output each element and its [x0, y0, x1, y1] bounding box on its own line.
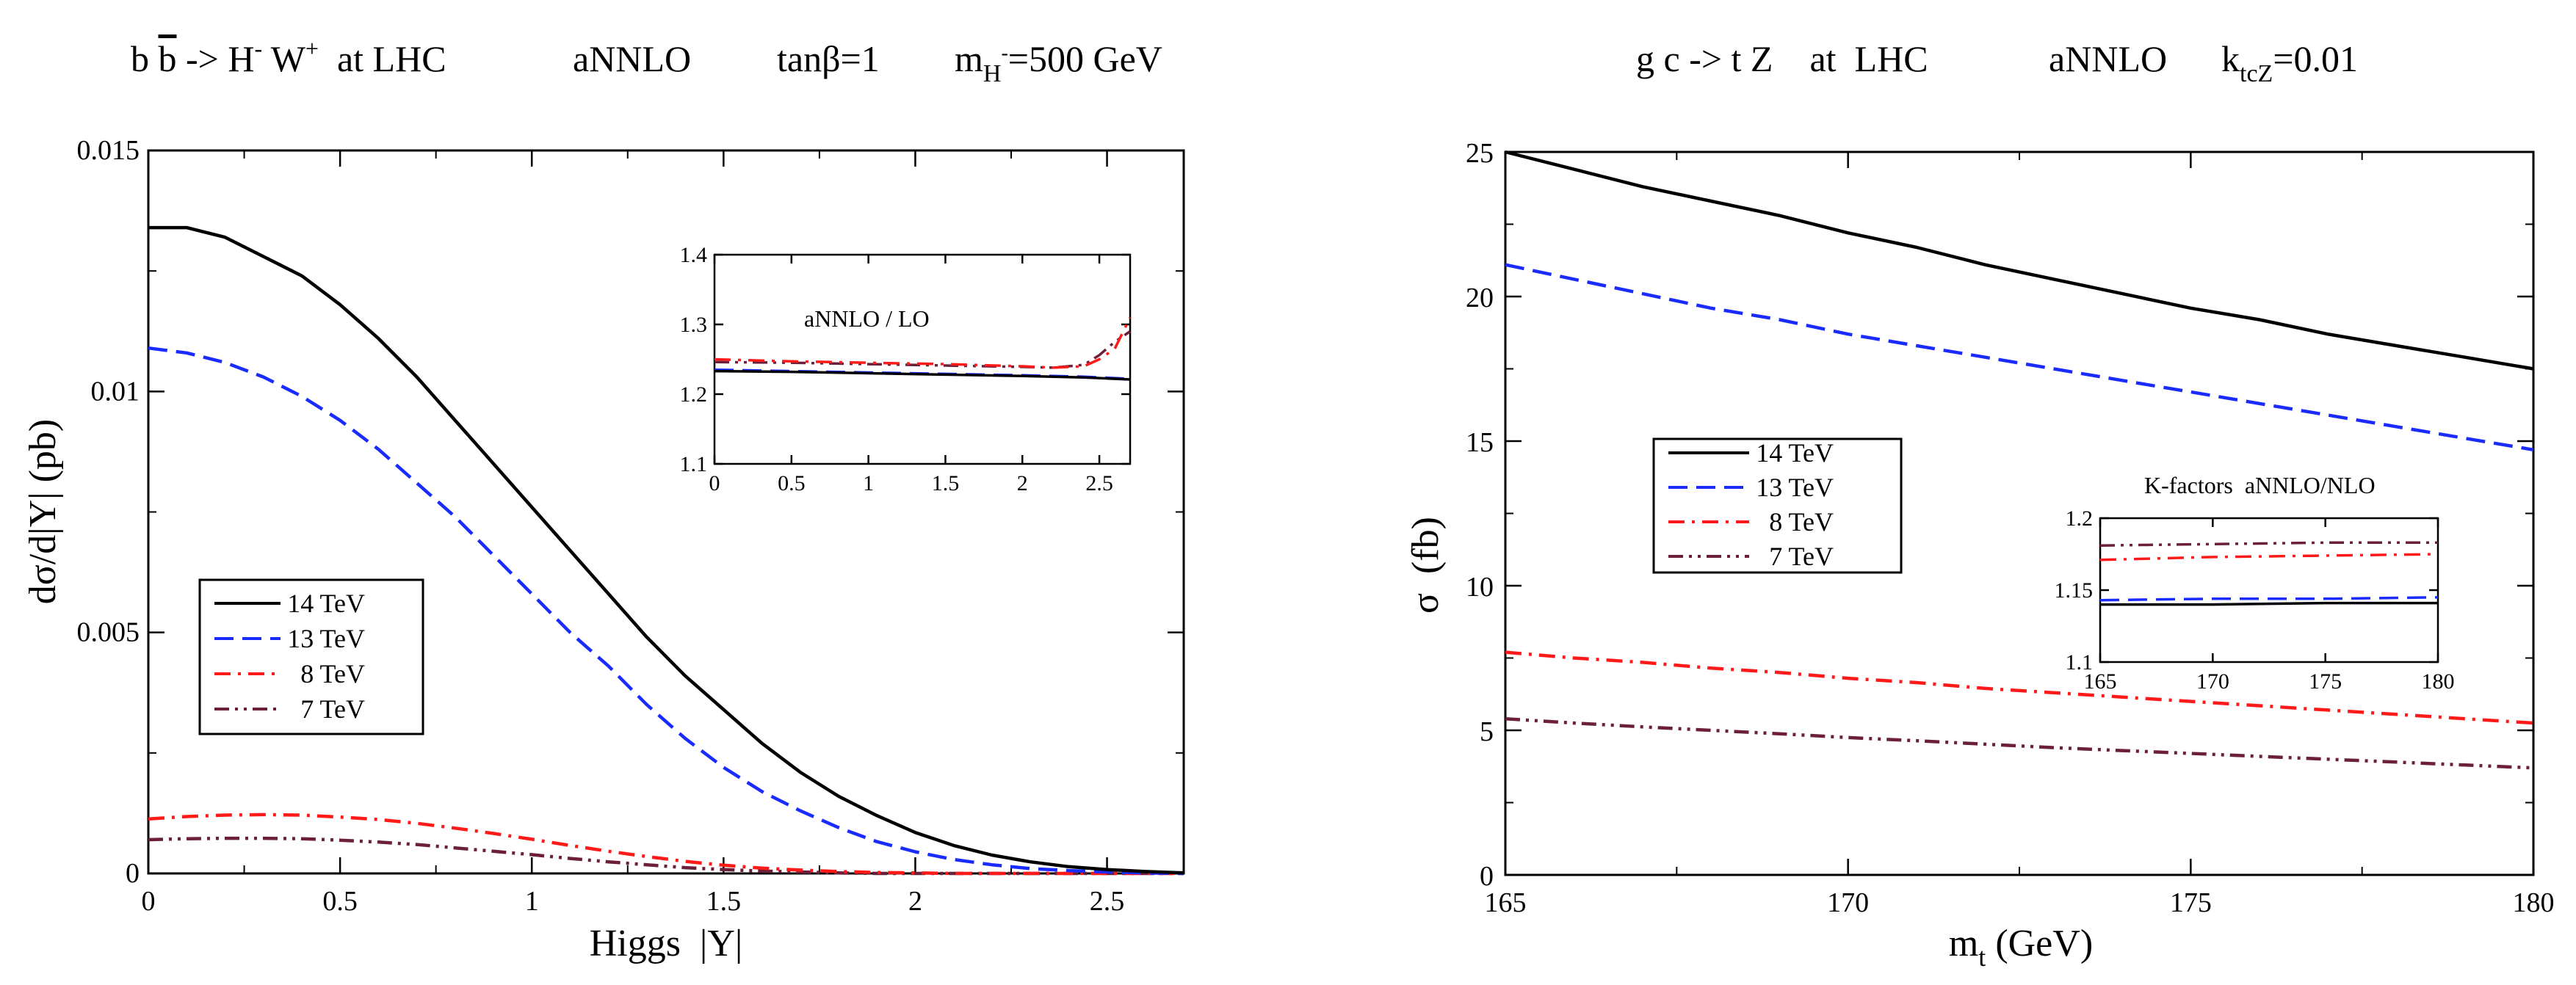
right-inset-series-8-tev: [2099, 553, 2439, 561]
right-y-tick-label: 15: [1466, 427, 1494, 458]
right-inset-series-7-tev: [2099, 541, 2438, 547]
right-x-axis-label: mt (GeV): [1949, 923, 2093, 972]
left-inset-y-tick-label: 1.3: [680, 313, 708, 337]
left-series-7-tev: [148, 836, 1184, 876]
left-y-tick-label: 0.015: [77, 135, 140, 166]
left-legend-label-8-tev: 8 TeV: [300, 659, 365, 688]
svg-text:mH-=500 GeV: mH-=500 GeV: [955, 38, 1162, 87]
left-x-tick-label: 0.5: [322, 886, 358, 917]
left-legend-label-7-tev: 7 TeV: [300, 694, 365, 724]
left-y-axis-label: dσ/d|Y| (pb): [22, 419, 64, 604]
right-y-tick-label: 25: [1466, 138, 1494, 169]
left-inset-x-tick-label: 0: [709, 471, 720, 495]
left-curves: [148, 225, 1184, 876]
right-series-8-tev: [1505, 650, 2534, 725]
left-title: b b -> H- W+ at LHC aNNLO tanβ=1 mH-=500…: [131, 35, 1162, 87]
left-y-tick-label: 0: [126, 858, 140, 889]
right-y-tick-label: 5: [1480, 716, 1494, 747]
right-y-axis-label: σ (fb): [1405, 517, 1447, 614]
left-x-tick-label: 1.5: [706, 886, 742, 917]
right-series-13-tev: [1505, 263, 2534, 452]
left-inset-series-14-tev: [714, 369, 1131, 381]
left-inset-label: aNNLO / LO: [804, 305, 930, 332]
left-inset-series-8-tev: [714, 316, 1132, 369]
right-x-tick-label: 165: [1485, 887, 1527, 918]
right-inset-x-tick-label: 175: [2309, 669, 2342, 694]
right-y-tick-label: 0: [1480, 861, 1494, 892]
left-title-param: tanβ=1: [777, 38, 880, 79]
right-legend-label-14-tev: 14 TeV: [1756, 438, 1834, 468]
right-inset-series-13-tev: [2099, 596, 2439, 602]
right-legend-label-13-tev: 13 TeV: [1756, 473, 1834, 502]
left-inset-y-tick-label: 1.4: [680, 243, 708, 267]
left-inset-x-tick-label: 1.5: [932, 471, 960, 495]
left-inset-series-7-tev: [714, 330, 1131, 369]
right-axis-ticks: 165 170 175 180 0 5 10 15 20 25: [1466, 138, 2555, 918]
left-series-13-tev: [148, 346, 1184, 876]
right-inset-series-14-tev: [2100, 601, 2438, 606]
right-inset-y-tick-label: 1.2: [2066, 506, 2094, 531]
right-inset-x-tick-label: 170: [2196, 669, 2229, 694]
left-inset-x-tick-label: 2: [1017, 471, 1028, 495]
left-x-tick-label: 0: [142, 886, 156, 917]
right-title-process: g c -> t Z at LHC: [1636, 38, 1928, 79]
left-axis-ticks: 0 0.5 1 1.5 2 2.5 0 0.005 0.01 0.015: [77, 135, 1184, 917]
right-series-14-tev: [1505, 150, 2534, 371]
svg-text:ktcZ=0.01: ktcZ=0.01: [2221, 38, 2358, 87]
left-x-tick-label: 2.5: [1090, 886, 1125, 917]
right-inset: K-factors aNNLO/NLO 165 170 175 180 1.1 1.15 1…: [2055, 472, 2455, 694]
right-curves: [1505, 150, 2534, 770]
left-x-tick-label: 2: [908, 886, 922, 917]
left-y-tick-label: 0.01: [91, 376, 140, 407]
left-inset-x-tick-label: 1: [863, 471, 874, 495]
left-y-tick-label: 0.005: [77, 617, 140, 648]
right-x-tick-label: 175: [2170, 887, 2212, 918]
left-inset: aNNLO / LO 0 0.5 1 1.5 2 2.5 1.1 1.2 1.3 1.4: [680, 243, 1132, 495]
left-x-tick-label: 1: [525, 886, 539, 917]
svg-text:b b -> H- W+ at LHC: b b -> H- W+ at LHC: [131, 35, 446, 79]
left-inset-x-tick-label: 2.5: [1085, 471, 1113, 495]
right-legend-label-8-tev: 8 TeV: [1769, 507, 1834, 537]
right-series-7-tev: [1505, 716, 2534, 770]
left-series-8-tev: [148, 813, 1184, 876]
left-series-14-tev: [148, 225, 1184, 875]
right-x-tick-label: 180: [2513, 887, 2555, 918]
left-inset-x-tick-label: 0.5: [778, 471, 806, 495]
left-x-axis-label: Higgs |Y|: [590, 923, 743, 964]
left-legend-label-13-tev: 13 TeV: [287, 624, 365, 653]
right-title: g c -> t Z at LHC aNNLO ktcZ=0.01: [1636, 38, 2358, 87]
right-x-tick-label: 170: [1827, 887, 1869, 918]
right-y-tick-label: 20: [1466, 283, 1494, 313]
left-title-order: aNNLO: [573, 38, 691, 79]
right-inset-x-tick-label: 180: [2422, 669, 2455, 694]
left-legend: 14 TeV 13 TeV 8 TeV 7 TeV: [198, 578, 424, 735]
left-inset-y-tick-label: 1.2: [680, 382, 708, 407]
left-inset-y-tick-label: 1.1: [680, 452, 708, 476]
right-y-tick-label: 10: [1466, 572, 1494, 603]
left-legend-label-14-tev: 14 TeV: [287, 589, 365, 618]
right-inset-y-tick-label: 1.1: [2066, 650, 2094, 675]
right-inset-label: K-factors aNNLO/NLO: [2144, 472, 2376, 498]
right-inset-y-tick-label: 1.15: [2055, 578, 2094, 603]
right-legend: 14 TeV 13 TeV 8 TeV 7 TeV: [1652, 437, 1903, 574]
right-legend-label-7-tev: 7 TeV: [1769, 542, 1834, 571]
right-title-order: aNNLO: [2049, 38, 2167, 79]
right-inset-x-tick-label: 165: [2084, 669, 2117, 694]
